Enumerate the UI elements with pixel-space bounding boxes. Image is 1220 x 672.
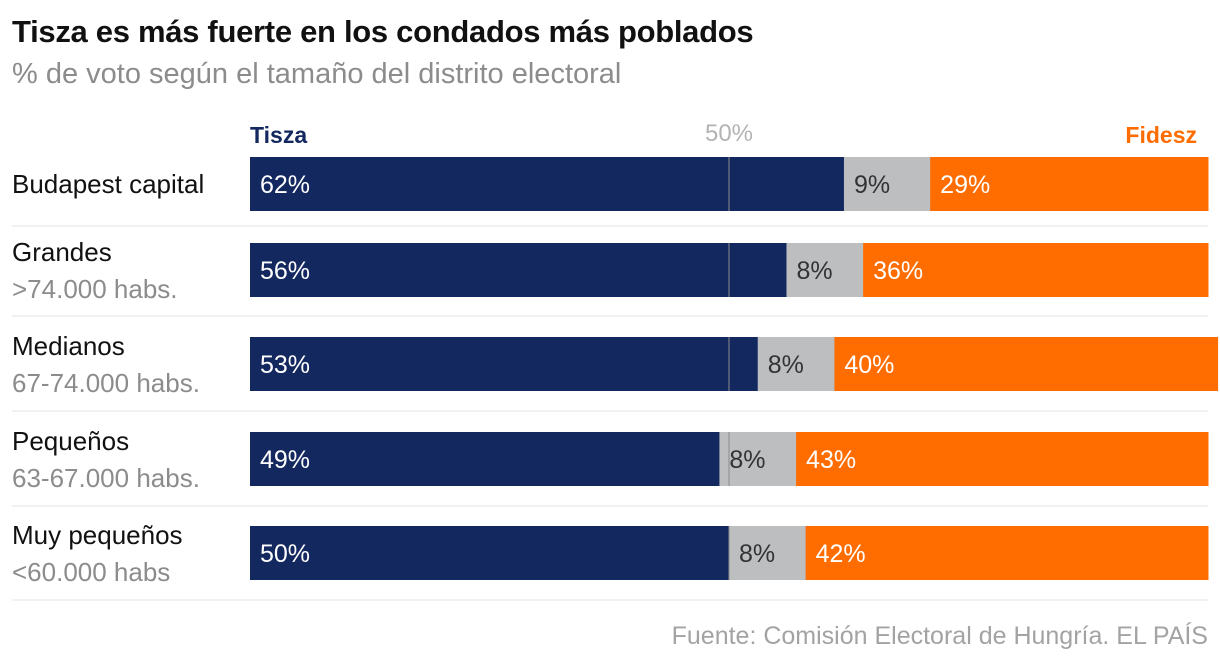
bar-segment-tisza xyxy=(250,157,845,211)
data-label-otros: 8% xyxy=(796,257,832,285)
category-label: Grandes xyxy=(12,237,112,267)
bar-segment-fidesz xyxy=(805,526,1209,580)
chart-subtitle: % de voto según el tamaño del distrito e… xyxy=(12,58,622,90)
category-label: Pequeños xyxy=(12,426,129,456)
source-note: Fuente: Comisión Electoral de Hungría. E… xyxy=(671,622,1208,650)
chart-title: Tisza es más fuerte en los condados más … xyxy=(12,14,754,49)
legend-tisza: Tisza xyxy=(250,122,307,148)
legend-fidesz: Fidesz xyxy=(1125,122,1197,148)
category-sublabel: <60.000 habs xyxy=(12,557,170,587)
category-label: Medianos xyxy=(12,331,125,361)
bar-row: Medianos 67-74.000 habs. 53% 8% 40% xyxy=(12,331,1219,398)
data-label-otros: 8% xyxy=(729,446,765,474)
data-label-fidesz: 43% xyxy=(806,446,856,474)
data-label-otros: 9% xyxy=(854,171,890,199)
data-label-fidesz: 42% xyxy=(816,540,866,568)
bar-segment-fidesz xyxy=(834,337,1219,391)
bar-row: Budapest capital 62% 9% 29% xyxy=(12,157,1209,211)
bar-segment-tisza xyxy=(250,432,720,486)
data-label-tisza: 50% xyxy=(260,540,310,568)
category-label: Muy pequeños xyxy=(12,520,183,550)
bar-segment-tisza xyxy=(250,337,759,391)
bar-segment-fidesz xyxy=(930,157,1209,211)
bar-segment-otros xyxy=(786,243,864,297)
data-label-tisza: 62% xyxy=(260,171,310,199)
bar-segment-fidesz xyxy=(863,243,1209,297)
bar-segment-tisza xyxy=(250,526,730,580)
bar-segment-otros xyxy=(757,337,835,391)
data-label-otros: 8% xyxy=(768,351,804,379)
category-label: Budapest capital xyxy=(12,169,204,199)
legend: Tisza Fidesz 50% xyxy=(250,120,1197,148)
midline-label: 50% xyxy=(705,120,753,147)
bar-row: Pequeños 63-67.000 habs. 49% 8% 43% xyxy=(12,426,1209,493)
bar-row: Muy pequeños <60.000 habs 50% 8% 42% xyxy=(12,520,1209,587)
bar-rows: Budapest capital 62% 9% 29% Grandes >74.000 h… xyxy=(12,157,1219,587)
bar-segment-otros xyxy=(719,432,797,486)
data-label-tisza: 49% xyxy=(260,446,310,474)
data-label-tisza: 53% xyxy=(260,351,310,379)
bar-row: Grandes >74.000 habs. 56% 8% 36% xyxy=(12,237,1209,304)
data-label-fidesz: 29% xyxy=(940,171,990,199)
bar-segment-fidesz xyxy=(796,432,1209,486)
bar-segment-otros xyxy=(843,157,931,211)
bar-segment-otros xyxy=(729,526,807,580)
data-label-fidesz: 40% xyxy=(844,351,894,379)
separators xyxy=(12,225,1208,601)
category-sublabel: >74.000 habs. xyxy=(12,274,178,304)
category-sublabel: 67-74.000 habs. xyxy=(12,368,200,398)
bar-segment-tisza xyxy=(250,243,787,297)
data-label-fidesz: 36% xyxy=(873,257,923,285)
data-label-tisza: 56% xyxy=(260,257,310,285)
category-sublabel: 63-67.000 habs. xyxy=(12,463,200,493)
data-label-otros: 8% xyxy=(739,540,775,568)
